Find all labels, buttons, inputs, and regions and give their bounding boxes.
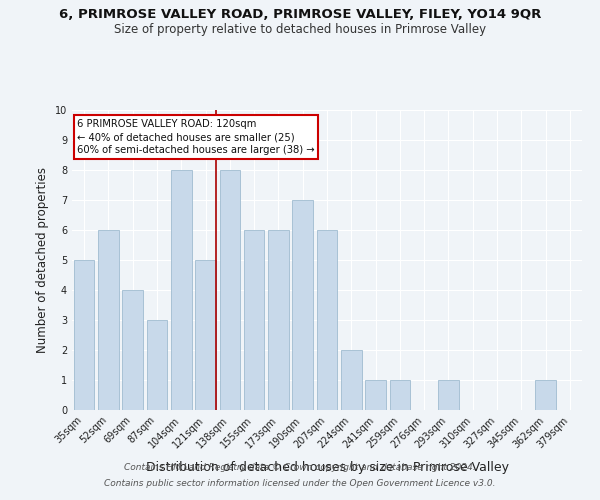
Bar	[317, 230, 337, 410]
Bar	[98, 230, 119, 410]
X-axis label: Distribution of detached houses by size in Primrose Valley: Distribution of detached houses by size …	[146, 461, 509, 474]
Bar	[341, 350, 362, 410]
Text: 6 PRIMROSE VALLEY ROAD: 120sqm
← 40% of detached houses are smaller (25)
60% of : 6 PRIMROSE VALLEY ROAD: 120sqm ← 40% of …	[77, 119, 315, 156]
Bar	[74, 260, 94, 410]
Text: Size of property relative to detached houses in Primrose Valley: Size of property relative to detached ho…	[114, 22, 486, 36]
Bar	[292, 200, 313, 410]
Bar	[244, 230, 265, 410]
Bar	[220, 170, 240, 410]
Text: Contains public sector information licensed under the Open Government Licence v3: Contains public sector information licen…	[104, 478, 496, 488]
Y-axis label: Number of detached properties: Number of detached properties	[37, 167, 49, 353]
Bar	[195, 260, 216, 410]
Bar	[438, 380, 459, 410]
Bar	[535, 380, 556, 410]
Bar	[171, 170, 191, 410]
Text: Contains HM Land Registry data © Crown copyright and database right 2024.: Contains HM Land Registry data © Crown c…	[124, 464, 476, 472]
Bar	[389, 380, 410, 410]
Bar	[122, 290, 143, 410]
Bar	[146, 320, 167, 410]
Text: 6, PRIMROSE VALLEY ROAD, PRIMROSE VALLEY, FILEY, YO14 9QR: 6, PRIMROSE VALLEY ROAD, PRIMROSE VALLEY…	[59, 8, 541, 20]
Bar	[365, 380, 386, 410]
Bar	[268, 230, 289, 410]
